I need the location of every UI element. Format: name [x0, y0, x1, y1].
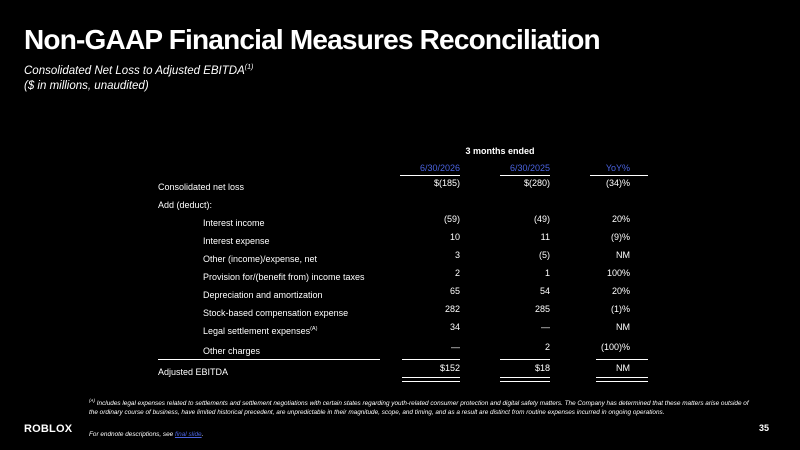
- total-double-rule: [596, 377, 648, 382]
- value-yoy: 20%: [611, 286, 630, 296]
- value-prior: 2: [544, 342, 550, 352]
- header-rule: [500, 175, 550, 176]
- final-slide-link[interactable]: final slide: [174, 431, 202, 438]
- subtitle: Consolidated Net Loss to Adjusted EBITDA…: [24, 60, 253, 94]
- value-current: $(185): [433, 178, 460, 188]
- table-row: Consolidated net loss $(185) $(280) (34)%: [158, 178, 648, 195]
- value-current: 282: [444, 304, 460, 314]
- value-yoy: NM: [616, 363, 630, 373]
- column-header-yoy: YoY%: [605, 163, 630, 173]
- subtotal-rule: [158, 359, 380, 360]
- row-label: Stock-based compensation expense: [203, 308, 349, 318]
- subtotal-rule: [596, 359, 648, 360]
- value-yoy: (1)%: [610, 304, 630, 314]
- row-label: Depreciation and amortization: [203, 290, 323, 300]
- subtitle-footnote-ref: (1): [244, 64, 254, 71]
- value-current: $152: [439, 363, 460, 373]
- row-label: Interest income: [203, 218, 265, 228]
- column-header-prior: 6/30/2025: [509, 163, 550, 173]
- value-current: —: [451, 342, 460, 352]
- row-footnote-ref: (A): [310, 326, 318, 332]
- page-title: Non-GAAP Financial Measures Reconciliati…: [24, 24, 601, 55]
- value-prior: —: [541, 322, 550, 332]
- table-row: Legal settlement expenses(A) 34 — NM: [158, 322, 648, 339]
- endnote-prefix: For endnote descriptions, see: [89, 431, 175, 438]
- header-rule: [400, 175, 460, 176]
- value-prior: 54: [539, 286, 550, 296]
- value-yoy: NM: [616, 250, 630, 260]
- value-prior: 1: [544, 268, 550, 278]
- value-current: 10: [449, 232, 460, 242]
- row-label: Other (income)/expense, net: [203, 254, 318, 264]
- table-row: Other charges — 2 (100)%: [158, 342, 648, 359]
- value-current: 65: [449, 286, 460, 296]
- value-prior: 285: [534, 304, 550, 314]
- row-label: Legal settlement expenses(A): [203, 326, 318, 336]
- table-row: Other (income)/expense, net 3 (5) NM: [158, 250, 648, 267]
- value-yoy: 20%: [611, 214, 630, 224]
- row-label: Adjusted EBITDA: [158, 367, 229, 377]
- total-double-rule: [500, 377, 550, 382]
- row-label: Add (deduct):: [158, 200, 213, 210]
- endnote-suffix: .: [201, 431, 204, 438]
- page-number: 35: [759, 423, 770, 433]
- row-label: Interest expense: [203, 236, 270, 246]
- roblox-logo: ROBLOX: [24, 423, 73, 435]
- header-rule: [590, 175, 648, 176]
- value-current: 3: [454, 250, 460, 260]
- footnote-text: Includes legal expenses related to settl…: [89, 400, 749, 416]
- table-row: Add (deduct):: [158, 196, 648, 213]
- value-prior: $18: [534, 363, 550, 373]
- value-yoy: NM: [616, 322, 630, 332]
- table-row: Stock-based compensation expense 282 285 (1…: [158, 304, 648, 321]
- table-row: Depreciation and amortization 65 54 20%: [158, 286, 648, 303]
- value-current: (59): [443, 214, 460, 224]
- endnote: For endnote descriptions, see final slid…: [89, 431, 203, 438]
- column-header-current: 6/30/2026: [419, 163, 460, 173]
- subtitle-line2: ($ in millions, unaudited): [24, 79, 149, 92]
- subtotal-rule: [402, 359, 460, 360]
- value-prior: $(280): [523, 178, 550, 188]
- value-yoy: (34)%: [605, 178, 630, 188]
- row-label: Other charges: [203, 346, 261, 356]
- value-prior: (5): [539, 250, 550, 260]
- row-label: Provision for/(benefit from) income taxe…: [203, 272, 365, 282]
- footnote: (A) Includes legal expenses related to s…: [89, 397, 749, 417]
- value-yoy: (100)%: [600, 342, 630, 352]
- value-prior: 11: [540, 232, 550, 242]
- subtitle-line1: Consolidated Net Loss to Adjusted EBITDA: [24, 64, 245, 77]
- value-yoy: 100%: [606, 268, 630, 278]
- value-current: 34: [449, 322, 460, 332]
- table-row: Interest expense 10 11 (9)%: [158, 232, 648, 249]
- total-double-rule: [402, 377, 460, 382]
- value-current: 2: [454, 268, 460, 278]
- subtotal-rule: [500, 359, 550, 360]
- value-prior: (49): [533, 214, 550, 224]
- footnote-marker: (A): [89, 398, 95, 403]
- value-yoy: (9)%: [610, 232, 630, 242]
- table-row: Interest income (59) (49) 20%: [158, 214, 648, 231]
- table-row: Adjusted EBITDA $152 $18 NM: [158, 363, 648, 380]
- period-header: 3 months ended: [465, 146, 535, 156]
- table-row: Provision for/(benefit from) income taxe…: [158, 268, 648, 285]
- row-label: Consolidated net loss: [158, 182, 245, 192]
